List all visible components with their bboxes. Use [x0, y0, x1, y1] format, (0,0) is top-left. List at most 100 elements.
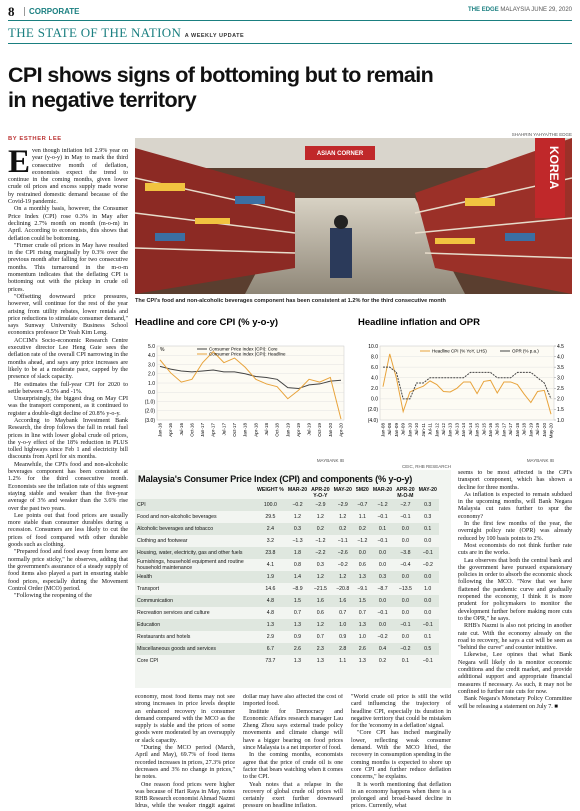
table-cell: Clothing and footwear [137, 538, 188, 544]
x-tick-label: Jul-19 [307, 423, 312, 436]
table-cell: −8.9 [292, 586, 303, 592]
photo-credit: SHAHRIN YAHYA/THE EDGE [511, 132, 572, 137]
y-tick-label: 10.0 [368, 344, 378, 350]
table-cell: −1.1 [337, 538, 348, 544]
y-tick-label: 0.0 [371, 397, 378, 403]
legend-label: OPR (% p.a.) [512, 349, 539, 354]
x-tick-label: Apr-16 [168, 423, 173, 437]
table-cell: 1.2 [339, 574, 347, 580]
header-cell: 5M20 [355, 487, 369, 493]
sign-text: KOREA [547, 146, 561, 190]
x-tick-label: Jul-18 [264, 423, 269, 436]
table-cell: −20.8 [336, 586, 350, 592]
x-tick-label: Jul-16 [179, 423, 184, 436]
table-cell: Communication [137, 598, 174, 604]
x-tick-label: Jan-10 [407, 423, 412, 437]
header-cell: APR-20 [311, 487, 330, 493]
header-cell: MAR-20 [287, 487, 308, 493]
masthead: THE EDGE MALAYSIA JUNE 29, 2020 [468, 7, 572, 13]
x-tick-label: Jul-14 [468, 423, 473, 436]
table-cell: Restaurants and hotels [137, 634, 191, 640]
table-cell: 0.7 [316, 634, 324, 640]
table-cell: 1.4 [293, 574, 302, 580]
paragraph: As inflation is expected to remain subdu… [458, 491, 572, 520]
column: dollar may have also affected the cost o… [243, 694, 343, 811]
y-tick-label: (2.0) [368, 407, 379, 413]
table-cell: −8.7 [377, 586, 388, 592]
y-tick-label: 3.0 [148, 362, 155, 368]
table-cell: 0.2 [358, 526, 366, 532]
table-row: Alcoholic beverages and tobacco 2.4 0.3 0.2… [135, 523, 439, 535]
table-cell: −21.5 [313, 586, 327, 592]
y-tick-label: 2.0 [371, 386, 378, 392]
table-cell: 1.1 [339, 658, 347, 664]
paragraph: He estimates the full-year CPI for 2020 … [8, 381, 128, 395]
x-tick-label: Jan-20 [542, 423, 547, 437]
x-tick-label: Jul-12 [441, 423, 446, 436]
paragraph: "Core CPI has inched marginally lower, r… [351, 730, 451, 781]
x-tick-label: Jan-12 [434, 423, 439, 437]
x-tick-label: Jul-11 [428, 423, 433, 436]
table-cell: 2.8 [339, 646, 347, 652]
header-cell: APR-20 [396, 487, 415, 493]
plot-area [379, 345, 555, 421]
x-tick-label: Jan-15 [475, 423, 480, 437]
paragraph: seems to be most affected is the CPI's t… [458, 470, 572, 491]
table-cell: 1.2 [293, 514, 302, 520]
y-tick-label: 2.0 [148, 372, 155, 378]
series-line [159, 365, 342, 390]
table-row: Health 1.9 1.4 1.2 1.2 1.3 0.3 0.0 0.0 [135, 571, 439, 583]
banner-subtitle: A WEEKLY UPDATE [184, 33, 245, 39]
table-cell: 0.2 [339, 526, 347, 532]
x-tick-label: Jul-17 [221, 423, 226, 436]
x-tick-label: Oct-16 [189, 423, 194, 437]
table-cell: 1.3 [358, 658, 366, 664]
table-cell: 0.0 [401, 526, 409, 532]
x-tick-label: Apr-20 [339, 423, 344, 437]
paragraph: RHB's Nazmi is also not pricing in anoth… [458, 623, 572, 652]
y-tick-label: 2.5 [557, 386, 564, 392]
table-cell: Alcoholic beverages and tobacco [137, 526, 214, 532]
table-cell: 0.0 [378, 550, 387, 556]
y-tick-label: 0.0 [148, 390, 155, 396]
chart-title: Headline and core CPI (% y-o-y) [135, 317, 278, 328]
legend-label: Consumer Price Index (CPI): Core [209, 347, 278, 352]
table-cell: 0.0 [424, 538, 432, 544]
y-tick-label: 1.0 [148, 381, 155, 387]
y-tick-label: 4.0 [557, 354, 564, 360]
table-row: Housing, water, electricity, gas and oth… [135, 547, 439, 559]
table-cell: Core CPI [137, 658, 159, 664]
chart: Headline inflation and OPR 10.0 8.0 6.0 4.0 2… [358, 317, 564, 463]
table-cell: 2.3 [316, 646, 324, 652]
y-tick-label: (1.0) [145, 399, 156, 405]
chart: Headline and core CPI (% y-o-y) 5.0 4.0 3.0… [135, 317, 345, 463]
x-tick-label: Apr-17 [211, 423, 216, 437]
x-tick-label: Jan-16 [488, 423, 493, 437]
table-row: Recreation services and culture 4.8 0.7 0.6… [135, 607, 439, 619]
x-tick-label: Oct-18 [275, 423, 280, 437]
unit: % [160, 347, 165, 353]
table-cell: −2.9 [315, 502, 326, 508]
table-cell: −0.2 [400, 646, 411, 652]
table-cell: −0.1 [422, 622, 433, 628]
table-cell: −2.7 [400, 502, 411, 508]
paper-name: THE EDGE [468, 7, 499, 13]
photo-caption: The CPI's food and non-alcoholic beverag… [135, 298, 446, 304]
table-cell: 3.2 [266, 538, 275, 544]
y-tick-label: 1.0 [557, 418, 564, 424]
paragraph: "Following the reopening of the [14, 593, 92, 600]
table-cell: 14.6 [265, 586, 276, 592]
series-line [382, 353, 552, 415]
y-tick-label: 3.0 [557, 376, 564, 382]
table-cell: −0.1 [377, 514, 388, 520]
table-cell: 4.8 [266, 610, 275, 616]
table-cell: 1.5 [293, 598, 302, 604]
table-cell: Miscellaneous goods and services [137, 646, 217, 652]
paragraph: In the first few months of the year, the… [458, 521, 572, 542]
y-tick-label: 2.0 [557, 397, 564, 403]
table-cell: 0.3 [424, 502, 432, 508]
table-cell: −0.2 [377, 634, 388, 640]
paragraph: Institute for Democracy and Economic Aff… [243, 708, 343, 752]
y-tick-label: 3.5 [557, 365, 564, 371]
table-cell: 0.3 [293, 526, 302, 532]
